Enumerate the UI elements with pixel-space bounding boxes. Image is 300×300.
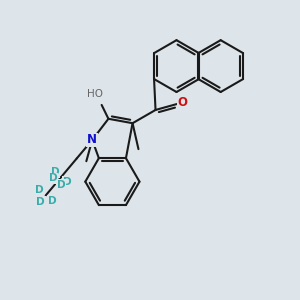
Text: D: D	[35, 185, 44, 195]
Text: D: D	[49, 173, 57, 183]
Text: N: N	[87, 134, 97, 146]
Text: D: D	[63, 177, 72, 187]
Text: D: D	[48, 196, 56, 206]
Text: O: O	[178, 96, 188, 109]
Text: D: D	[51, 167, 59, 177]
Text: D: D	[57, 180, 65, 190]
Text: D: D	[36, 197, 45, 207]
Text: HO: HO	[87, 89, 103, 99]
